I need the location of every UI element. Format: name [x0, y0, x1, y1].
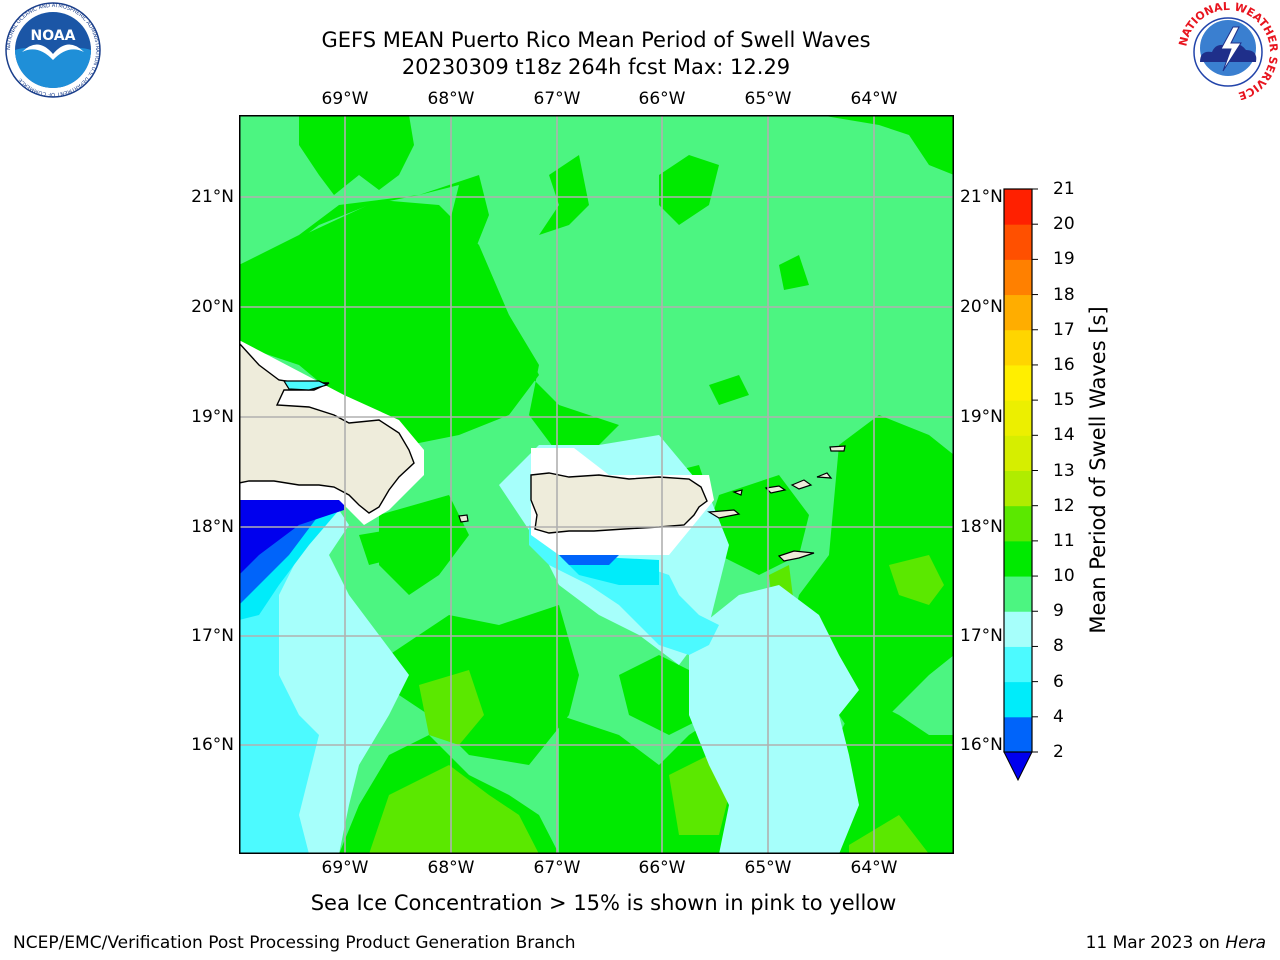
colorbar-swatch [1004, 189, 1032, 225]
colorbar-swatch [1004, 611, 1032, 647]
colorbar-tick-label: 14 [1053, 425, 1075, 446]
colorbar-tick-label: 6 [1053, 671, 1064, 692]
colorbar-tick-label: 9 [1053, 601, 1064, 622]
colorbar-tick-label: 11 [1053, 530, 1075, 551]
lat-tick-label-right: 20°N [960, 297, 1003, 317]
noaa-logo-text: NOAA [31, 28, 76, 44]
swell-period-map [239, 115, 954, 854]
colorbar-tick-label: 15 [1053, 390, 1075, 411]
lon-tick-label-top: 64°W [850, 89, 898, 109]
colorbar-tick-label: 21 [1053, 179, 1075, 199]
lat-tick-label-right: 18°N [960, 517, 1003, 537]
chart-subtitle: 20230309 t18z 264h fcst Max: 12.29 [401, 55, 791, 79]
lon-tick-label-bottom: 65°W [744, 858, 792, 878]
colorbar-title: Mean Period of Swell Waves [s] [1086, 306, 1110, 634]
colorbar-tick-label: 2 [1053, 742, 1064, 762]
colorbar-tick-label: 10 [1053, 566, 1075, 587]
colorbar-swatch [1004, 224, 1032, 260]
small-islands [458, 445, 846, 562]
lat-tick-label-right: 17°N [960, 626, 1003, 646]
map-frame [239, 115, 954, 854]
nws-logo: NATIONAL WEATHER SERVICE [1178, 2, 1278, 100]
colorbar-swatch [1004, 400, 1032, 436]
lat-tick-label-right: 21°N [960, 187, 1003, 207]
lon-tick-label-top: 68°W [427, 89, 475, 109]
lon-tick-label-bottom: 68°W [427, 858, 475, 878]
colorbar-swatch [1004, 470, 1032, 507]
lon-tick-label-bottom: 69°W [321, 858, 369, 878]
lat-tick-label-left: 18°N [191, 517, 234, 537]
chart-title: GEFS MEAN Puerto Rico Mean Period of Swe… [321, 28, 871, 52]
land-puerto-rico [530, 472, 708, 534]
period-2-4-regions [239, 515, 619, 605]
colorbar-swatch [1004, 329, 1032, 366]
colorbar-swatch [1004, 576, 1032, 612]
noaa-logo: NOAA NATIONAL OCEANIC AND ATMOSPHERIC AD… [5, 2, 101, 98]
colorbar-tick-label: 16 [1053, 354, 1075, 375]
colorbar-swatch [1004, 540, 1032, 577]
lon-tick-label-bottom: 66°W [638, 858, 686, 878]
colorbar-swatch [1004, 364, 1032, 401]
colorbar-swatch [1004, 435, 1032, 471]
colorbar [1003, 188, 1038, 782]
period-below-2-region [239, 500, 344, 575]
footer-credit: NCEP/EMC/Verification Post Processing Pr… [13, 933, 576, 953]
colorbar-swatch [1004, 646, 1032, 683]
sea-ice-note: Sea Ice Concentration > 15% is shown in … [310, 891, 897, 915]
colorbar-swatch [1004, 681, 1032, 718]
lat-tick-label-right: 16°N [960, 735, 1003, 755]
graticule [239, 115, 954, 854]
colorbar-tick-label: 13 [1053, 460, 1075, 481]
lon-tick-label-top: 67°W [533, 89, 581, 109]
lon-tick-label-top: 65°W [744, 89, 792, 109]
lat-tick-label-left: 16°N [191, 735, 234, 755]
footer-date: 11 Mar 2023 on Hera [1086, 933, 1266, 953]
bay-gonave [282, 380, 329, 391]
colorbar-swatch [1004, 505, 1032, 542]
colorbar-tick-label: 4 [1053, 706, 1064, 727]
lat-tick-label-right: 19°N [960, 407, 1003, 427]
colorbar-tick-label: 8 [1053, 636, 1064, 657]
colorbar-extension [1003, 751, 1033, 782]
lon-tick-label-bottom: 64°W [850, 858, 898, 878]
colorbar-tick-label: 19 [1053, 249, 1075, 270]
lat-tick-label-left: 21°N [191, 187, 234, 207]
lat-tick-label-left: 19°N [191, 407, 234, 427]
colorbar-tick-label: 20 [1053, 214, 1075, 235]
colorbar-tick-label: 18 [1053, 284, 1075, 305]
footer-host: Hera [1225, 933, 1266, 953]
lon-tick-label-bottom: 67°W [533, 858, 581, 878]
footer-date-text: 11 Mar 2023 on [1085, 933, 1226, 953]
colorbar-swatch [1004, 294, 1032, 331]
colorbar-swatch [1004, 259, 1032, 296]
colorbar-tick-label: 17 [1053, 319, 1075, 340]
lat-tick-label-left: 20°N [191, 297, 234, 317]
lon-tick-label-top: 69°W [321, 89, 369, 109]
lat-tick-label-left: 17°N [191, 626, 234, 646]
colorbar-tick-label: 12 [1053, 495, 1075, 516]
colorbar-swatch [1004, 716, 1032, 753]
lon-tick-label-top: 66°W [638, 89, 686, 109]
